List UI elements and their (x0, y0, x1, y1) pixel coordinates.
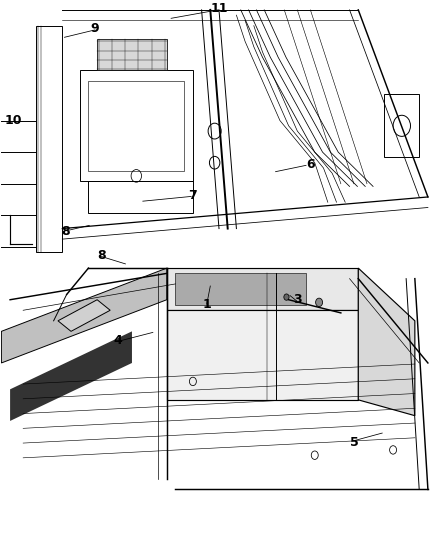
Text: 1: 1 (202, 298, 211, 311)
Text: 11: 11 (210, 2, 228, 15)
Polygon shape (167, 310, 358, 400)
Polygon shape (97, 39, 167, 70)
Polygon shape (176, 273, 306, 305)
Text: 10: 10 (5, 114, 22, 127)
Polygon shape (10, 332, 132, 421)
Polygon shape (358, 268, 415, 416)
Text: 8: 8 (97, 249, 106, 262)
Text: 3: 3 (293, 293, 302, 306)
Polygon shape (1, 268, 167, 363)
Text: 8: 8 (61, 225, 70, 238)
Circle shape (284, 294, 289, 300)
Text: 5: 5 (350, 435, 358, 449)
Circle shape (316, 298, 322, 306)
Text: 6: 6 (306, 158, 315, 171)
Text: 9: 9 (91, 22, 99, 35)
Polygon shape (167, 268, 358, 310)
Text: 4: 4 (113, 334, 122, 347)
Polygon shape (58, 300, 110, 332)
Text: 7: 7 (188, 189, 197, 202)
